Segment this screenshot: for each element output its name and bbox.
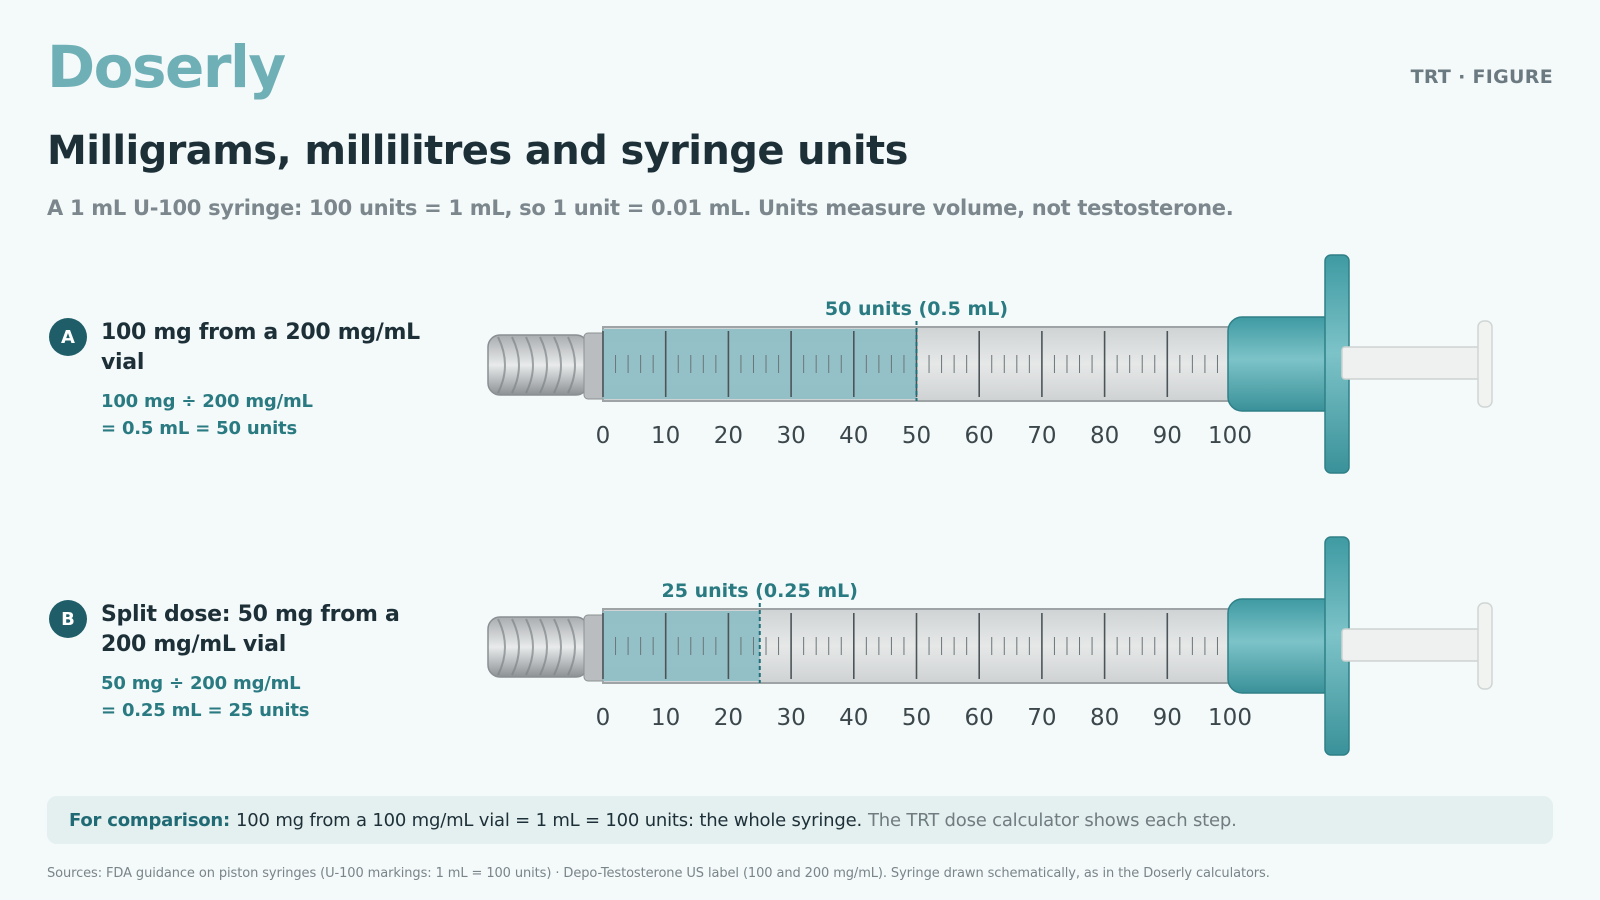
syringe-tip-cap <box>487 332 607 400</box>
page-title: Milligrams, millilitres and syringe unit… <box>47 128 908 174</box>
page-subtitle: A 1 mL U-100 syringe: 100 units = 1 mL, … <box>47 196 1234 220</box>
row-a-calc-line2: = 0.5 mL = 50 units <box>101 418 297 439</box>
row-a-calculation: 100 mg ÷ 200 mg/mL = 0.5 mL = 50 units <box>101 388 449 442</box>
scale-label: 20 <box>714 705 743 731</box>
syringe-fill <box>603 329 917 399</box>
fill-label: 25 units (0.25 mL) <box>662 580 858 602</box>
row-b-text: B Split dose: 50 mg from a 200 mg/mL via… <box>49 600 449 724</box>
plunger-thumb <box>1477 320 1493 408</box>
brand-logo: Doserly <box>47 33 286 101</box>
scale-label: 30 <box>776 423 805 449</box>
syringe-drawing: 50 units (0.5 mL) 0 10 20 30 40 50 60 70 80 90 100 <box>487 254 1493 474</box>
syringe-tip-cap <box>487 614 607 682</box>
row-b-calc-line2: = 0.25 mL = 25 units <box>101 700 310 721</box>
scale-label: 90 <box>1153 423 1182 449</box>
scale-label: 80 <box>1090 705 1119 731</box>
scale-label: 70 <box>1027 705 1056 731</box>
row-b-calculation: 50 mg ÷ 200 mg/mL = 0.25 mL = 25 units <box>101 670 449 724</box>
scale-label: 60 <box>965 423 994 449</box>
scale-label: 100 <box>1208 705 1252 731</box>
row-b-heading: Split dose: 50 mg from a 200 mg/mL vial <box>101 602 400 657</box>
row-a-calc-line1: 100 mg ÷ 200 mg/mL <box>101 391 313 412</box>
syringe-drawing: 25 units (0.25 mL) 0 10 20 30 40 50 60 70 80 90 100 <box>487 536 1493 756</box>
scale-label: 0 <box>596 705 611 731</box>
syringe-plunger <box>1341 602 1493 690</box>
scale-label: 40 <box>839 423 868 449</box>
callout-lead: For comparison: <box>69 809 231 831</box>
scale-label: 90 <box>1153 705 1182 731</box>
syringe-plunger <box>1341 320 1493 408</box>
callout-main: 100 mg from a 100 mg/mL vial = 1 mL = 10… <box>236 809 863 831</box>
callout-note: The TRT dose calculator shows each step. <box>868 809 1237 831</box>
row-a-text: A 100 mg from a 200 mg/mL vial 100 mg ÷ … <box>49 318 449 442</box>
scale-label: 40 <box>839 705 868 731</box>
scale-label: 100 <box>1208 423 1252 449</box>
syringe-hub <box>1227 254 1350 474</box>
row-a-badge: A <box>49 318 87 356</box>
syringe-hub <box>1227 536 1350 756</box>
scale-label: 0 <box>596 423 611 449</box>
scale-label: 20 <box>714 423 743 449</box>
scale-label: 10 <box>651 423 680 449</box>
row-a-heading: 100 mg from a 200 mg/mL vial <box>101 320 420 375</box>
row-b-calc-line1: 50 mg ÷ 200 mg/mL <box>101 673 301 694</box>
plunger-thumb <box>1477 602 1493 690</box>
syringe-fill <box>603 611 760 681</box>
syringe-a: 50 units (0.5 mL) 0 10 20 30 40 50 60 70 80 90 100 <box>480 254 1520 485</box>
scale-label: 60 <box>965 705 994 731</box>
scale-label: 50 <box>902 705 931 731</box>
syringe-b: 25 units (0.25 mL) 0 10 20 30 40 50 60 70 80 90 100 <box>480 536 1520 767</box>
comparison-callout: For comparison: 100 mg from a 100 mg/mL … <box>47 796 1553 844</box>
sources-footnote: Sources: FDA guidance on piston syringes… <box>47 866 1270 881</box>
scale-label: 10 <box>651 705 680 731</box>
scale-label: 70 <box>1027 423 1056 449</box>
fill-label: 50 units (0.5 mL) <box>825 298 1008 320</box>
figure-tag: TRT · FIGURE <box>1410 66 1553 88</box>
scale-label: 50 <box>902 423 931 449</box>
scale-label: 80 <box>1090 423 1119 449</box>
scale-label: 30 <box>776 705 805 731</box>
row-b-badge: B <box>49 600 87 638</box>
